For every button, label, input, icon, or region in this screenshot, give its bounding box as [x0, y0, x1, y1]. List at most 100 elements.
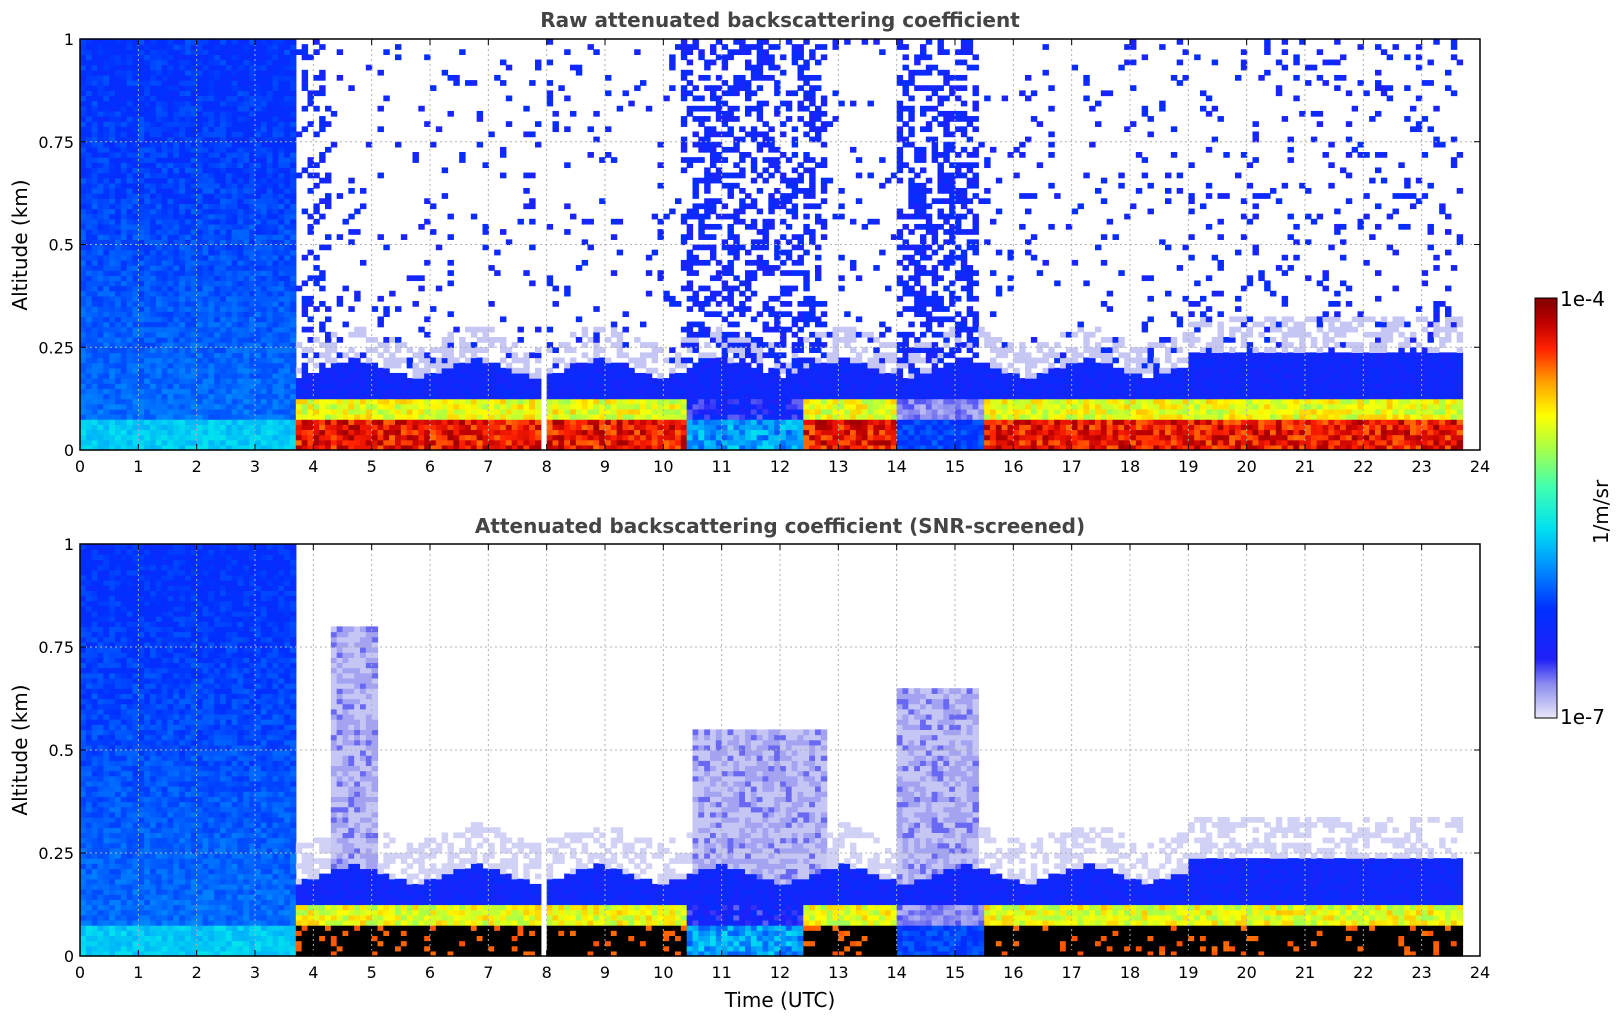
heatmap-cell [120, 110, 128, 117]
heatmap-cell [733, 141, 740, 148]
heatmap-cell [97, 223, 104, 230]
heatmap-cell [266, 218, 274, 225]
heatmap-cell [138, 152, 145, 158]
heatmap-cell [150, 280, 157, 287]
heatmap-cell [103, 408, 110, 415]
heatmap-cell [190, 244, 198, 251]
heatmap-cell [91, 408, 99, 415]
heatmap-cell [581, 388, 589, 395]
heatmap-cell [733, 146, 740, 153]
heatmap-cell [173, 167, 180, 174]
heatmap-cell [97, 39, 104, 45]
heatmap-cell [202, 342, 209, 348]
heatmap-cell [535, 398, 542, 405]
heatmap-cell [272, 59, 279, 66]
heatmap-cell [733, 105, 740, 112]
heatmap-cell [249, 367, 256, 374]
heatmap-cell [144, 85, 151, 91]
heatmap-cell [80, 311, 87, 318]
heatmap-cell [453, 388, 460, 395]
heatmap-cell [692, 362, 699, 369]
heatmap-cell [260, 414, 268, 420]
heatmap-cell [564, 362, 571, 369]
heatmap-cell [173, 244, 180, 251]
heatmap-cell [255, 326, 262, 333]
heatmap-cell [91, 342, 99, 348]
heatmap-cell [167, 316, 174, 323]
heatmap-cell [249, 270, 256, 276]
heatmap-cell [155, 347, 163, 353]
heatmap-cell [167, 116, 174, 122]
heatmap-cell [587, 218, 594, 225]
heatmap-cell [680, 342, 688, 348]
heatmap-cell [511, 398, 519, 405]
heatmap-cell [400, 424, 408, 431]
heatmap-cell [441, 398, 449, 405]
heatmap-cell [214, 336, 221, 343]
heatmap-cell [220, 295, 227, 302]
heatmap-cell [430, 388, 437, 395]
heatmap-cell [721, 295, 729, 302]
heatmap-cell [237, 116, 244, 122]
heatmap-cell [255, 347, 262, 353]
heatmap-cell [628, 388, 635, 395]
heatmap-cell [255, 388, 262, 395]
heatmap-cell [196, 74, 204, 81]
heatmap-cell [575, 69, 583, 76]
heatmap-cell [657, 218, 664, 225]
heatmap-cell [91, 290, 99, 297]
heatmap-cell [115, 44, 122, 50]
heatmap-cell [511, 439, 519, 446]
heatmap-cell [657, 383, 664, 389]
heatmap-cell [80, 301, 87, 307]
heatmap-cell [150, 403, 157, 410]
heatmap-cell [202, 408, 209, 415]
heatmap-cell [190, 408, 198, 415]
heatmap-cell [91, 398, 99, 405]
heatmap-cell [208, 203, 215, 210]
heatmap-cell [395, 419, 402, 425]
heatmap-cell [266, 352, 274, 359]
heatmap-cell [360, 383, 367, 389]
heatmap-cell [669, 388, 676, 395]
heatmap-cell [605, 388, 612, 395]
heatmap-cell [225, 259, 233, 266]
heatmap-cell [225, 95, 233, 102]
heatmap-cell [126, 321, 134, 328]
heatmap-cell [447, 331, 454, 338]
heatmap-cell [167, 110, 174, 117]
heatmap-cell [109, 157, 116, 163]
heatmap-cell [120, 357, 128, 364]
heatmap-cell [290, 249, 297, 256]
heatmap-cell [161, 131, 169, 138]
heatmap-cell [115, 429, 122, 436]
heatmap-cell [313, 182, 320, 189]
heatmap-cell [202, 49, 209, 56]
heatmap-cell [249, 429, 256, 436]
heatmap-cell [255, 193, 262, 199]
heatmap-cell [97, 198, 104, 204]
heatmap-cell [109, 378, 116, 384]
heatmap-cell [103, 162, 110, 169]
heatmap-cell [214, 136, 221, 143]
heatmap-cell [616, 378, 624, 384]
heatmap-cell [692, 116, 699, 122]
heatmap-cell [138, 414, 145, 420]
heatmap-cell [231, 285, 239, 292]
heatmap-cell [377, 321, 384, 328]
heatmap-cell [231, 419, 239, 425]
heatmap-cell [150, 362, 157, 369]
heatmap-cell [80, 44, 87, 50]
heatmap-cell [167, 336, 174, 343]
heatmap-cell [424, 372, 431, 379]
heatmap-cell [686, 444, 694, 451]
heatmap-cell [447, 74, 454, 81]
heatmap-cell [260, 336, 268, 343]
heatmap-cell [307, 419, 314, 425]
heatmap-cell [529, 378, 536, 384]
heatmap-cell [704, 326, 711, 333]
heatmap-cell [120, 182, 128, 189]
heatmap-cell [132, 316, 139, 323]
heatmap-cell [144, 126, 151, 133]
heatmap-cell [150, 100, 157, 107]
